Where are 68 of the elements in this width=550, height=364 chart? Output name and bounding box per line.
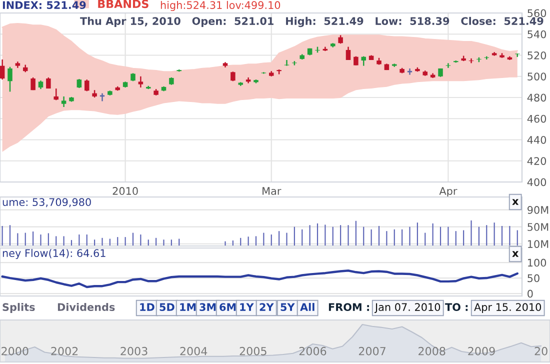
text: Dividends	[58, 302, 115, 312]
y-tick-label: 90M	[528, 206, 548, 214]
text: 5Y	[280, 303, 295, 312]
candlestick	[446, 62, 451, 69]
legend-label: BBANDS	[98, 0, 148, 8]
y-tick-label: 520	[528, 51, 546, 60]
y-tick-label: 50M	[528, 223, 548, 231]
y-tick-label: 540	[528, 30, 546, 38]
candlestick	[468, 58, 474, 64]
text: Splits	[2, 302, 35, 314]
text: 3M	[200, 303, 216, 312]
y-tick-label: 420	[527, 157, 546, 165]
y-tick-label: 480	[527, 94, 546, 102]
candlestick	[484, 56, 490, 60]
text: 6M	[220, 303, 236, 312]
candlestick	[284, 59, 290, 66]
text: 2Y	[260, 303, 274, 311]
text: INDEX: 521.49	[2, 1, 86, 10]
y-tick-label: 560	[528, 9, 546, 18]
x-tick-label: 2010	[112, 187, 138, 195]
line-series	[1, 269, 518, 288]
candlestick	[99, 92, 106, 102]
x-tick-label: 2004	[180, 346, 208, 356]
text: Jan 07. 2010	[374, 303, 440, 313]
text: 1M	[180, 303, 196, 311]
text: 5D	[160, 303, 174, 312]
annotation: ney Flow(14): 64.61	[2, 248, 106, 260]
candlestick	[54, 88, 59, 101]
y-tick-label: 0	[528, 290, 533, 298]
candlestick	[138, 76, 144, 88]
y-tick-label: 100	[528, 258, 546, 267]
x-tick-label: 2002	[51, 346, 78, 356]
y-tick-label: 500	[528, 72, 546, 80]
x-tick-label: Mar	[262, 187, 282, 195]
x-tick-label: 2008	[418, 346, 446, 356]
y-tick-label: 460	[527, 114, 546, 123]
candlestick	[406, 68, 413, 76]
candlestick	[61, 96, 66, 108]
text: Apr 15. 2010	[474, 303, 542, 314]
candlestick	[346, 46, 351, 61]
annotation: x	[512, 251, 519, 257]
candlestick	[361, 56, 366, 66]
x-tick-label: 2000	[2, 346, 28, 356]
y-tick-label: 400	[527, 178, 546, 186]
x-tick-label: 2003	[120, 346, 148, 356]
candlestick	[84, 78, 90, 92]
candlestick	[30, 76, 36, 91]
text: 1D	[140, 303, 154, 311]
candlestick	[230, 70, 236, 82]
text: All	[300, 302, 314, 311]
x-tick-label: 20	[534, 346, 548, 356]
y-tick-label: 50	[528, 274, 540, 282]
text: 1Y	[240, 303, 254, 311]
text: high:524.31 lov:499.10	[160, 0, 280, 12]
annotation: x	[512, 199, 519, 205]
x-tick-label: 2007	[358, 346, 386, 356]
candlestick	[0, 58, 5, 80]
y-tick-label: 440	[527, 136, 546, 144]
candlestick	[8, 66, 12, 92]
x-tick-label: 2005	[240, 346, 266, 356]
text: FROM :	[328, 303, 369, 312]
text: TO :	[445, 303, 468, 312]
annotation: ume: 53,709,980	[2, 198, 91, 208]
x-tick-label: 2006	[299, 346, 326, 356]
x-tick-label: Apr	[439, 187, 458, 197]
y-tick-label: 10M	[528, 240, 548, 248]
annotation: Thu Apr 15, 2010 Open: 521.01 High: 521.49 Low: 518.39 Close: 521.49	[80, 16, 544, 28]
x-tick-label: 2009	[468, 346, 495, 356]
